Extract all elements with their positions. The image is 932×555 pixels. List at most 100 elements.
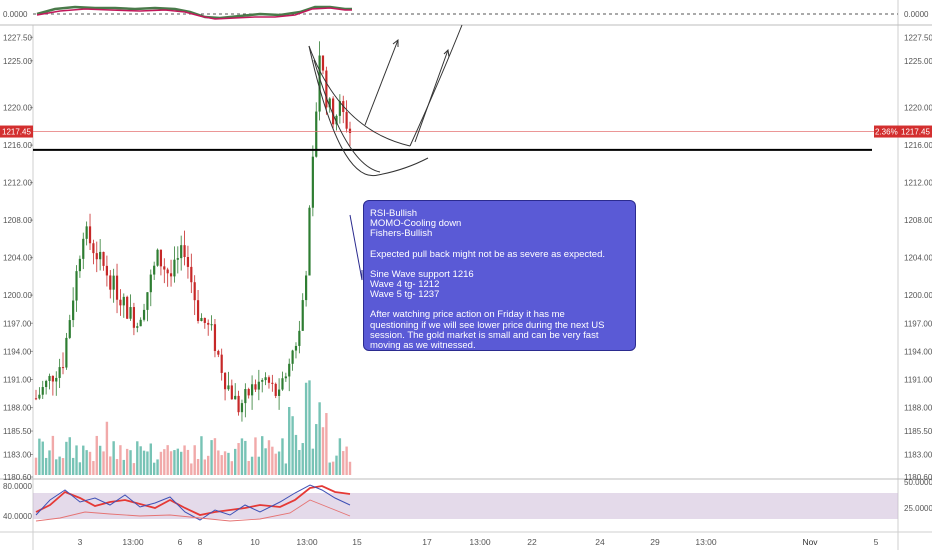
candle-body <box>247 389 250 396</box>
candle-body <box>338 101 341 116</box>
candle-body <box>190 266 193 283</box>
volume-bar <box>254 437 257 475</box>
y-tick-label: 1185.50 <box>904 427 932 436</box>
y-tick-label: 1225.00 <box>904 57 932 66</box>
candle-body <box>41 387 44 395</box>
volume-bars <box>34 380 352 475</box>
rsi-series-line <box>35 484 351 521</box>
volume-bar <box>206 455 210 475</box>
volume-bar <box>109 456 112 475</box>
note-paragraph: After watching price action on Friday it… <box>370 309 605 352</box>
volume-bar <box>331 461 335 475</box>
candle-body <box>92 243 95 254</box>
y-tick-label: 1216.00 <box>904 141 932 150</box>
candle-body <box>318 55 321 112</box>
candle-body <box>102 251 105 266</box>
percent-label: 2.36% <box>875 128 898 137</box>
candle-body <box>227 385 230 390</box>
drawing-annotations <box>308 24 463 281</box>
candle-body <box>220 354 223 373</box>
candle-body <box>250 384 254 396</box>
candle-body <box>176 258 179 260</box>
candle-body <box>85 226 88 239</box>
candle-body <box>180 245 183 259</box>
candle-body <box>55 377 58 382</box>
x-tick-label: 24 <box>595 537 605 547</box>
volume-bar <box>156 459 159 475</box>
volume-bar <box>98 445 102 475</box>
volume-bar <box>129 450 132 475</box>
volume-bar <box>321 427 325 475</box>
y-tick-label: 0.0000 <box>3 10 28 19</box>
note-line: Wave 5 tg- 1237 <box>370 289 440 301</box>
volume-bar <box>169 451 173 475</box>
volume-bar <box>277 451 281 475</box>
rsi-band <box>33 493 898 519</box>
volume-bar <box>342 451 345 475</box>
volume-bar <box>281 438 284 475</box>
volume-bar <box>223 451 227 475</box>
candle-body <box>112 275 115 290</box>
x-tick-label: Nov <box>802 537 818 547</box>
volume-bar <box>78 462 82 475</box>
volume-bar <box>203 459 207 475</box>
candle-body <box>277 389 281 396</box>
candle-body <box>267 377 271 383</box>
volume-bar <box>146 451 149 475</box>
note-line: MOMO-Cooling down <box>370 218 462 230</box>
candle-body <box>274 383 277 396</box>
candle-body <box>68 320 71 338</box>
candle-body <box>254 384 257 390</box>
candle-body <box>210 324 213 326</box>
candle-body <box>294 345 298 351</box>
candle-body <box>298 330 301 346</box>
note-line: RSI-Bullish <box>370 208 417 219</box>
y-tick-label: 1194.00 <box>3 347 32 356</box>
analysis-note[interactable]: RSI-Bullish MOMO-Cooling down Fishers-Bu… <box>363 200 636 351</box>
volume-bar <box>41 441 44 475</box>
candle-body <box>257 381 260 390</box>
percent-tag <box>874 125 899 138</box>
candle-body <box>109 275 112 290</box>
y-tick-label: 1200.00 <box>3 291 32 300</box>
x-tick-label: 13:00 <box>695 537 717 547</box>
volume-bar <box>220 455 223 475</box>
candle-body <box>99 251 102 260</box>
candle-body <box>315 111 318 157</box>
volume-bar <box>200 436 203 475</box>
candle-body <box>321 55 325 71</box>
volume-bar <box>318 402 321 475</box>
candle-body <box>281 378 284 390</box>
candle-body <box>237 395 240 413</box>
volume-bar <box>115 459 119 475</box>
x-tick-label: 13:00 <box>469 537 491 547</box>
candle-body <box>169 273 173 277</box>
y-tick-label: 1212.00 <box>3 179 32 188</box>
last-price-tag <box>899 125 932 138</box>
volume-bar <box>338 438 342 475</box>
x-tick-label: 8 <box>198 537 203 547</box>
candle-body <box>153 265 156 275</box>
y-tick-label: 1208.00 <box>904 216 932 225</box>
candle-body <box>230 385 233 400</box>
candle-body <box>132 307 136 328</box>
y-tick-label: 1188.00 <box>3 404 32 413</box>
candle-body <box>234 395 237 400</box>
volume-bar <box>95 435 98 475</box>
candle-body <box>288 363 291 377</box>
volume-bar <box>291 416 294 475</box>
volume-bar <box>264 448 267 475</box>
volume-bar <box>328 462 331 475</box>
candle-body <box>149 274 152 293</box>
candle-body <box>78 258 81 272</box>
volume-bar <box>274 453 277 475</box>
candle-body <box>311 156 314 208</box>
candle-body <box>332 98 335 125</box>
volume-bar <box>142 450 146 475</box>
x-tick-label: 13:00 <box>296 537 318 547</box>
volume-bar <box>301 443 304 475</box>
candle-body <box>159 249 163 267</box>
candle-body <box>213 324 217 351</box>
note-line: Wave 4 tg- 1212 <box>370 279 440 291</box>
